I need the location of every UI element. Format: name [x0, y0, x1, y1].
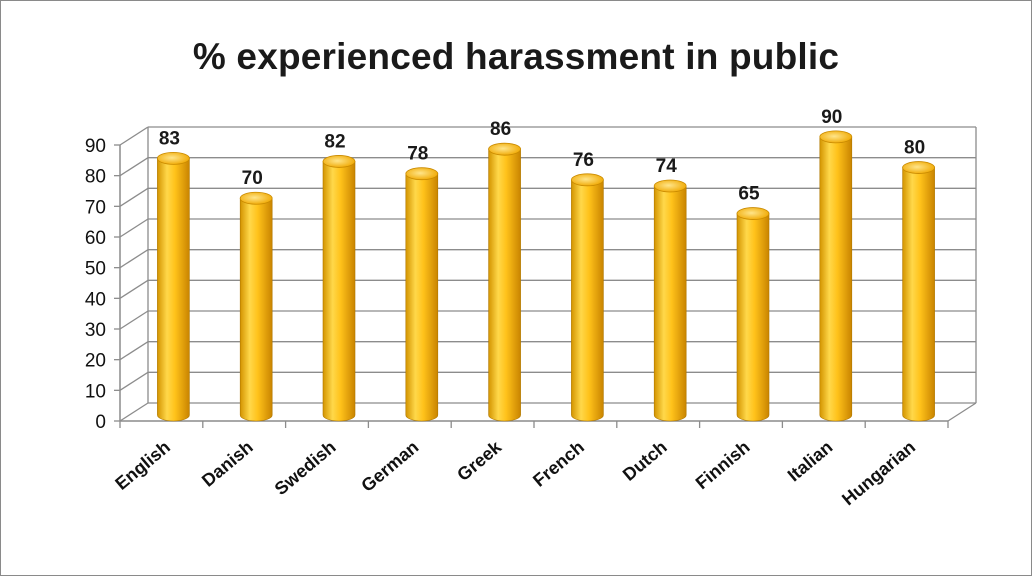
x-tick-label: Finnish: [692, 437, 754, 493]
bar-cap: [405, 167, 439, 181]
x-tick-label: English: [111, 437, 174, 494]
bar-body: [902, 167, 935, 422]
bar-finnish: [736, 207, 770, 422]
gridline-diagonal: [119, 371, 149, 391]
gridline-diagonal: [119, 279, 149, 299]
gridline-diagonal: [119, 310, 149, 330]
gridline-diagonal: [119, 341, 149, 361]
x-tick-label: French: [529, 437, 588, 491]
data-label: 78: [407, 144, 428, 165]
bar-german: [405, 167, 439, 422]
bar-cap: [902, 161, 935, 174]
bar-body: [157, 158, 190, 422]
x-tick-label: German: [357, 437, 422, 496]
bar-body: [819, 136, 853, 422]
y-tick-label: 70: [85, 197, 106, 218]
x-tick-label: Greek: [453, 436, 506, 485]
data-label: 90: [821, 107, 842, 128]
bar-dutch: [653, 179, 687, 422]
bar-cap: [156, 151, 190, 165]
y-tick-label: 20: [85, 351, 106, 372]
bar-cap: [322, 155, 356, 168]
gridline-diagonal: [119, 402, 149, 422]
x-tick-label: Italian: [784, 437, 837, 486]
data-label: 65: [738, 184, 760, 205]
y-tick-label: 90: [85, 136, 106, 157]
y-tick-label: 10: [85, 381, 106, 402]
gridline-diagonal: [119, 218, 149, 238]
data-label: 74: [656, 156, 678, 177]
y-tick-label: 50: [85, 259, 106, 280]
bar-body: [653, 185, 687, 422]
gridline-diagonal: [119, 249, 149, 269]
y-tick-label: 60: [85, 228, 106, 249]
y-tick-label: 0: [95, 412, 106, 433]
y-tick-label: 40: [85, 289, 106, 310]
data-label: 80: [904, 138, 925, 159]
bar-cap: [736, 207, 770, 220]
gridline-diagonal: [119, 157, 149, 177]
bar-cap: [571, 173, 604, 187]
data-label: 82: [324, 131, 345, 152]
bar-danish: [239, 191, 273, 422]
bar-cap: [488, 142, 522, 156]
gridline-diagonal: [119, 187, 149, 207]
x-tick-label: Swedish: [271, 437, 340, 499]
chart-title: % experienced harassment in public: [192, 36, 840, 77]
bar-body: [405, 173, 439, 422]
bar-body: [736, 213, 770, 422]
x-tick-label: Hungarian: [838, 437, 919, 510]
bar-cap: [653, 179, 687, 193]
gridline-diagonal: [119, 126, 149, 146]
bar-hungarian: [902, 161, 935, 422]
bar-cap: [819, 130, 853, 144]
data-label: 83: [159, 128, 180, 149]
bar-french: [571, 173, 604, 422]
bar-greek: [488, 142, 522, 422]
y-tick-label: 80: [85, 167, 106, 188]
bar-body: [239, 197, 273, 422]
bar-swedish: [322, 155, 356, 422]
data-label: 70: [242, 168, 263, 189]
bar-english: [156, 151, 190, 422]
bar-body: [488, 148, 521, 422]
bar-body: [322, 161, 356, 422]
bar-italian: [819, 130, 853, 422]
data-label: 76: [573, 150, 594, 171]
bar-body: [571, 179, 604, 422]
bar-cap: [239, 191, 273, 205]
floor-right-edge: [947, 402, 977, 422]
x-tick-label: Danish: [198, 437, 257, 491]
x-tick-label: Dutch: [619, 437, 671, 485]
bars: [156, 130, 935, 422]
y-tick-label: 30: [85, 320, 106, 341]
data-label: 86: [490, 119, 511, 140]
